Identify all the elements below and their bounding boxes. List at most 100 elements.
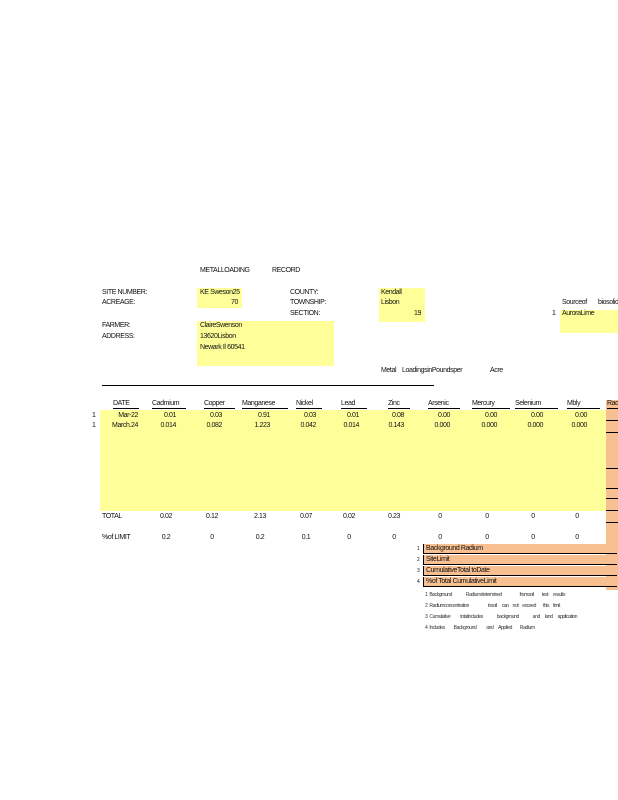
farmer-fields	[197, 321, 334, 366]
radium-box-label: SiteLimit	[426, 556, 450, 563]
tick-mark	[606, 432, 618, 433]
row-number: 1	[92, 412, 96, 419]
limit-cell: 0.2	[255, 534, 265, 541]
table-cell[interactable]: 0.000	[481, 422, 497, 429]
farmer-value[interactable]: ClaireSwenson	[200, 322, 242, 329]
table-cell[interactable]: 1.223	[254, 422, 270, 429]
radium-box-label: CumulativeTotal toDate	[426, 567, 490, 574]
radium-box-row: %of Total CumulativeLimit	[423, 577, 617, 587]
box-number: 2	[417, 557, 420, 563]
site-number-label: SITE NUMBER:	[102, 289, 147, 296]
total-cell: 0.02	[342, 513, 356, 520]
address-label: ADDRESS:	[102, 333, 135, 340]
column-header: Arsenic	[428, 400, 460, 409]
table-cell[interactable]: 0.014	[343, 422, 359, 429]
radium-box-row: SiteLimit	[423, 555, 617, 565]
radium-box-label: %of Total CumulativeLimit	[426, 578, 497, 585]
total-cell: 0	[575, 513, 579, 520]
total-cell: 2.13	[253, 513, 267, 520]
radium-box-row: Background Radium	[423, 544, 617, 554]
column-header: Lead	[341, 400, 367, 409]
limit-cell: 0	[347, 534, 351, 541]
metal-heading-2: LoadingsinPoundsper	[402, 367, 463, 374]
footnote: 1 Background Radiumdetermined fromsoil t…	[425, 592, 566, 598]
limit-cell: 0	[575, 534, 579, 541]
total-label: TOTAL	[102, 513, 122, 520]
tick-mark	[606, 498, 618, 499]
address-line-1[interactable]: 13620Lisbon	[200, 333, 236, 340]
source-field	[560, 310, 618, 333]
acreage-label: ACREAGE:	[102, 299, 135, 306]
total-cell: 0	[485, 513, 489, 520]
tick-mark	[606, 522, 618, 523]
total-cell: 0.23	[387, 513, 401, 520]
title-record: RECORD	[272, 267, 300, 274]
limit-cell: 0.1	[301, 534, 311, 541]
table-cell[interactable]: 0.014	[160, 422, 176, 429]
column-header: Mercury	[472, 400, 510, 409]
table-cell[interactable]: 0.00	[484, 412, 497, 419]
source-value[interactable]: AuroraLime	[562, 310, 595, 317]
limit-cell: 0	[392, 534, 396, 541]
total-cell: 0.07	[299, 513, 313, 520]
total-cell: 0	[438, 513, 442, 520]
column-header: Copper	[204, 400, 235, 409]
limit-cell: 0.2	[161, 534, 171, 541]
section-label: SECTION:	[290, 310, 320, 317]
table-cell[interactable]: 0.03	[303, 412, 316, 419]
column-header: Selenium	[515, 400, 558, 409]
county-value[interactable]: Kendall	[381, 289, 402, 296]
table-cell[interactable]: 0.00	[437, 412, 450, 419]
township-value[interactable]: Lisbon	[381, 299, 400, 306]
table-cell[interactable]: 0.01	[163, 412, 176, 419]
tick-mark	[606, 420, 618, 421]
tick-mark	[606, 468, 618, 469]
column-header: Zinc	[388, 400, 410, 409]
footnote: 3 Cumulative totalincludes background an…	[425, 614, 578, 620]
box-number: 4	[417, 579, 420, 585]
total-cell: 0	[531, 513, 535, 520]
footnote: 2 Radiumconcentration insoil can not exc…	[425, 603, 560, 609]
farmer-label: FARMER:	[102, 322, 131, 329]
metal-heading-3: Acre	[490, 367, 503, 374]
radium-box-row: CumulativeTotal toDate	[423, 566, 617, 576]
table-cell[interactable]: 0.91	[257, 412, 270, 419]
divider	[102, 385, 434, 386]
total-cell: 0.02	[159, 513, 173, 520]
table-cell[interactable]: 0.143	[388, 422, 404, 429]
row-date[interactable]: Mar-22	[118, 412, 138, 419]
table-cell[interactable]: 0.042	[300, 422, 316, 429]
total-cell: 0.12	[205, 513, 219, 520]
column-header: Nickel	[296, 400, 322, 409]
county-label: COUNTY:	[290, 289, 319, 296]
table-cell[interactable]: 0.000	[571, 422, 587, 429]
radium-column	[606, 400, 618, 590]
box-number: 1	[417, 546, 420, 552]
column-header: Manganese	[242, 400, 288, 409]
column-header: Cadmium	[152, 400, 186, 409]
table-cell[interactable]: 0.000	[527, 422, 543, 429]
address-line-2[interactable]: Newark Il 60541	[200, 344, 245, 351]
title: METALLOADING	[200, 267, 250, 274]
county-fields	[379, 288, 425, 322]
column-header: Mbly	[567, 400, 600, 409]
township-label: TOWNSHIP:	[290, 299, 326, 306]
source-label: Sourceof	[562, 299, 587, 306]
table-cell[interactable]: 0.01	[346, 412, 359, 419]
site-number-value[interactable]: KE Sweson25	[200, 289, 240, 296]
table-cell[interactable]: 0.03	[209, 412, 222, 419]
tick-mark	[606, 510, 618, 511]
table-cell[interactable]: 0.00	[574, 412, 587, 419]
acreage-value[interactable]: 70	[231, 299, 238, 306]
table-cell[interactable]: 0.000	[434, 422, 450, 429]
table-cell[interactable]: 0.00	[530, 412, 543, 419]
table-cell[interactable]: 0.08	[391, 412, 404, 419]
tick-mark	[606, 488, 618, 489]
row-date[interactable]: March.24	[112, 422, 138, 429]
limit-cell: 0	[531, 534, 535, 541]
table-cell[interactable]: 0.082	[206, 422, 222, 429]
metal-heading: Metal	[381, 367, 397, 374]
section-value[interactable]: 19	[414, 310, 421, 317]
source-number: 1	[552, 310, 556, 317]
limit-cell: 0	[485, 534, 489, 541]
